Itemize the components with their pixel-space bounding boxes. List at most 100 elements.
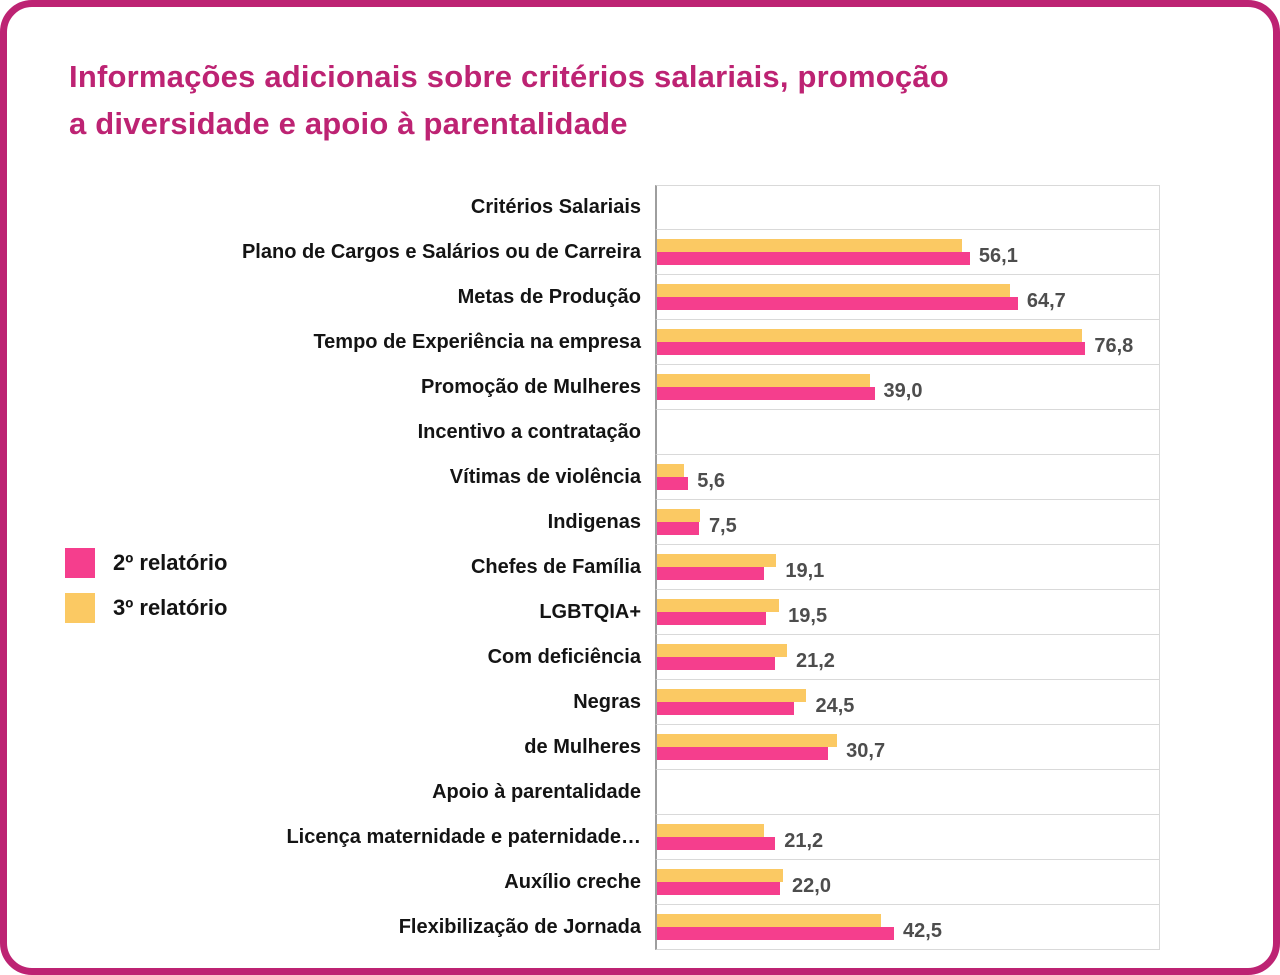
plot-cell: 24,5 — [655, 680, 1160, 725]
bar-3o-relatorio — [657, 554, 777, 567]
data-row: Com deficiência 21,2 — [7, 635, 1160, 680]
data-row: Plano de Cargos e Salários ou de Carreir… — [7, 230, 1160, 275]
section-row: Critérios Salariais — [7, 185, 1160, 230]
category-label: Vítimas de violência — [449, 466, 641, 488]
value-label: 19,1 — [785, 560, 825, 582]
data-row: Negras 24,5 — [7, 680, 1160, 725]
value-label: 21,2 — [795, 650, 835, 672]
plot-cell: 7,5 — [655, 500, 1160, 545]
bar-3o-relatorio — [657, 734, 838, 747]
value-label: 7,5 — [708, 515, 737, 537]
value-label: 30,7 — [846, 740, 886, 762]
category-label: Critérios Salariais — [470, 196, 641, 218]
legend-item: 3º relatório — [65, 593, 227, 623]
legend-label: 2º relatório — [113, 550, 228, 575]
bar-2o-relatorio — [657, 837, 776, 850]
data-row: Chefes de Família 19,1 — [7, 545, 1160, 590]
bar-2o-relatorio — [657, 252, 970, 265]
value-label: 39,0 — [883, 380, 923, 402]
plot-cell: 56,1 — [655, 230, 1160, 275]
plot-cell: 76,8 — [655, 320, 1160, 365]
bar-3o-relatorio — [657, 374, 871, 387]
plot-cell: 21,2 — [655, 635, 1160, 680]
category-label: Indigenas — [547, 511, 641, 533]
bar-2o-relatorio — [657, 387, 875, 400]
bar-2o-relatorio — [657, 882, 780, 895]
plot-cell: 19,1 — [655, 545, 1160, 590]
plot-cell — [655, 410, 1160, 455]
plot-cell — [655, 185, 1160, 230]
legend-item: 2º relatório — [65, 548, 227, 578]
chart-title: Informações adicionais sobre critérios s… — [69, 53, 1199, 147]
bar-3o-relatorio — [657, 869, 784, 882]
bar-2o-relatorio — [657, 657, 776, 670]
data-row: Metas de Produção 64,7 — [7, 275, 1160, 320]
bar-2o-relatorio — [657, 342, 1086, 355]
bar-2o-relatorio — [657, 927, 895, 940]
category-label: Promoção de Mulheres — [420, 376, 641, 398]
plot-cell: 21,2 — [655, 815, 1160, 860]
category-label: Auxílio creche — [504, 871, 641, 893]
data-row: Auxílio creche 22,0 — [7, 860, 1160, 905]
value-label: 22,0 — [792, 875, 831, 897]
section-row: Apoio à parentalidade — [7, 770, 1160, 815]
data-row: de Mulheres 30,7 — [7, 725, 1160, 770]
bar-2o-relatorio — [657, 702, 794, 715]
plot-cell: 30,7 — [655, 725, 1160, 770]
bar-3o-relatorio — [657, 464, 685, 477]
bar-2o-relatorio — [657, 612, 766, 625]
category-label: Com deficiência — [487, 646, 641, 668]
value-label: 19,5 — [788, 605, 828, 627]
plot-cell: 39,0 — [655, 365, 1160, 410]
bar-2o-relatorio — [657, 477, 689, 490]
value-label: 5,6 — [697, 470, 726, 492]
data-row: Indigenas 7,5 — [7, 500, 1160, 545]
chart-legend: 2º relatório 3º relatório — [65, 548, 227, 638]
value-label: 64,7 — [1026, 290, 1066, 312]
category-label: LGBTQIA+ — [539, 601, 641, 623]
bar-3o-relatorio — [657, 509, 700, 522]
plot-cell: 64,7 — [655, 275, 1160, 320]
data-row: Promoção de Mulheres 39,0 — [7, 365, 1160, 410]
category-label: de Mulheres — [524, 736, 641, 758]
plot-cell: 19,5 — [655, 590, 1160, 635]
legend-swatch-series-0 — [65, 548, 95, 578]
value-label: 21,2 — [784, 830, 824, 852]
category-label: Apoio à parentalidade — [432, 781, 641, 803]
category-label: Plano de Cargos e Salários ou de Carreir… — [241, 241, 641, 263]
bar-chart: Critérios Salariais Plano de Cargos e Sal… — [7, 185, 1160, 950]
bar-3o-relatorio — [657, 689, 807, 702]
legend-swatch-series-1 — [65, 593, 95, 623]
chart-title-line-2: a diversidade e apoio à parentalidade — [69, 106, 628, 141]
legend-label: 3º relatório — [113, 595, 228, 620]
plot-cell: 42,5 — [655, 905, 1160, 950]
bar-3o-relatorio — [657, 914, 882, 927]
bar-3o-relatorio — [657, 239, 962, 252]
value-label: 56,1 — [978, 245, 1018, 267]
bar-3o-relatorio — [657, 284, 1011, 297]
category-label: Chefes de Família — [470, 556, 641, 578]
bar-3o-relatorio — [657, 599, 780, 612]
category-label: Negras — [573, 691, 641, 713]
bar-2o-relatorio — [657, 522, 699, 535]
plot-cell — [655, 770, 1160, 815]
chart-title-line-1: Informações adicionais sobre critérios s… — [69, 59, 949, 94]
category-label: Flexibilização de Jornada — [398, 916, 641, 938]
value-label: 76,8 — [1094, 335, 1134, 357]
data-row: Vítimas de violência 5,6 — [7, 455, 1160, 500]
value-label: 42,5 — [903, 920, 942, 942]
bar-3o-relatorio — [657, 644, 787, 657]
data-row: Flexibilização de Jornada 42,5 — [7, 905, 1160, 950]
bar-3o-relatorio — [657, 824, 765, 837]
value-label: 24,5 — [815, 695, 855, 717]
category-label: Incentivo a contratação — [417, 421, 641, 443]
data-row: Licença maternidade e paternidade… 21,2 — [7, 815, 1160, 860]
plot-cell: 22,0 — [655, 860, 1160, 905]
bar-3o-relatorio — [657, 329, 1083, 342]
data-row: LGBTQIA+ 19,5 — [7, 590, 1160, 635]
category-label: Metas de Produção — [457, 286, 641, 308]
bar-2o-relatorio — [657, 567, 764, 580]
bar-2o-relatorio — [657, 747, 829, 760]
category-label: Licença maternidade e paternidade… — [286, 826, 641, 848]
